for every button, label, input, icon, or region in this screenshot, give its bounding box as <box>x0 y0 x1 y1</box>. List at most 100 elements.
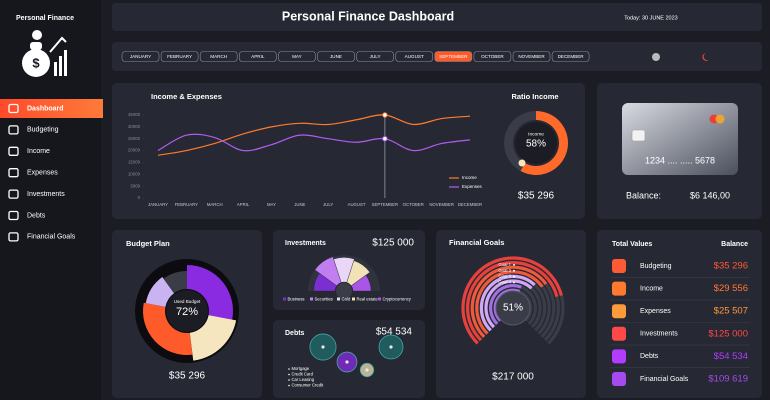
row-icon <box>612 349 626 364</box>
pie-segment <box>163 271 187 294</box>
pie-segment <box>145 277 175 307</box>
month-button[interactable]: OCTOBER <box>473 51 512 62</box>
menu-item[interactable]: Investments <box>8 189 65 199</box>
month-button[interactable]: AUGUST <box>395 51 434 62</box>
menu-item[interactable]: Financial Goals <box>8 232 76 242</box>
goal-label: Goal 4 <box>498 280 511 285</box>
goal-label: Goal 2 <box>498 268 511 273</box>
menu-item[interactable]: Dashboard <box>8 103 64 114</box>
bubble-dot <box>345 360 349 364</box>
menu-label: Debts <box>27 212 46 219</box>
legend-swatch <box>378 297 381 301</box>
balance-label: Balance: <box>626 190 661 200</box>
menu-icon <box>8 232 19 242</box>
chart-amount: $54 534 <box>376 327 413 338</box>
goal-dot <box>513 264 515 266</box>
donut-value <box>520 111 568 175</box>
legend-dot <box>288 368 290 370</box>
row-value: $54 534 <box>714 351 748 362</box>
x-tick-label: APRIL <box>237 202 250 207</box>
polar-sector <box>351 274 372 292</box>
row-value: $29 556 <box>714 283 748 294</box>
chart-title: Financial Goals <box>449 238 504 247</box>
legend-label: Gold <box>342 296 352 301</box>
month-button[interactable]: JANUARY <box>121 51 160 62</box>
month-button[interactable]: NOVEMBER <box>512 51 551 62</box>
legend-dot <box>288 379 290 381</box>
month-label: JANUARY <box>130 54 151 59</box>
menu-label: Dashboard <box>27 105 64 112</box>
header-date: Today: 30 JUNE 2023 <box>624 15 678 21</box>
legend-label: Credit Card <box>292 372 314 377</box>
legend-label: Business <box>288 296 305 301</box>
menu-icon <box>8 189 19 199</box>
series-line <box>157 133 471 152</box>
x-tick-label: JUNE <box>294 202 305 207</box>
menu-label: Income <box>27 148 50 155</box>
month-button-bg <box>551 51 590 62</box>
month-label: FEBRUARY <box>167 54 192 59</box>
month-label: JULY <box>370 54 381 59</box>
menu-item[interactable]: Expenses <box>8 168 58 178</box>
legend-label: Income <box>462 175 477 180</box>
month-button[interactable]: APRIL <box>239 51 277 62</box>
goal-arc <box>461 256 563 345</box>
y-tick-label: 0 <box>138 195 141 200</box>
x-tick-label: MAY <box>267 202 276 207</box>
series-line <box>157 114 471 156</box>
month-button[interactable]: MARCH <box>199 51 238 62</box>
menu-item[interactable]: Debts <box>8 210 46 221</box>
legend-swatch <box>283 297 286 301</box>
chart-title: Budget Plan <box>126 239 170 248</box>
pie-segment <box>189 315 237 361</box>
row-name: Investments <box>640 331 678 338</box>
menu-item[interactable]: Income <box>8 146 50 156</box>
x-tick-label: SEPTEMBER <box>372 202 399 207</box>
pie-label: 72% <box>176 306 198 318</box>
menu-icon <box>8 210 19 221</box>
month-button[interactable]: DECEMBER <box>551 51 590 62</box>
row-name: Expenses <box>640 308 671 315</box>
moon-icon[interactable] <box>702 53 709 61</box>
logo: $ <box>22 30 67 77</box>
row-name: Financial Goals <box>640 376 689 383</box>
totals-panel <box>597 230 762 398</box>
pie-caption: Used Budget <box>174 299 201 304</box>
legend-dot <box>288 384 290 387</box>
month-button[interactable]: JUNE <box>317 51 355 62</box>
bubble-dot <box>389 345 393 349</box>
donut-dot <box>518 159 526 167</box>
month-button-bg <box>317 51 355 62</box>
month-button-bg <box>395 51 434 62</box>
table-header: Balance <box>721 241 748 248</box>
month-button-bg <box>434 51 473 62</box>
x-tick-label: JULY <box>323 202 333 207</box>
row-icon <box>612 281 626 296</box>
theme-icon[interactable] <box>652 53 660 61</box>
svg-text:$: $ <box>32 55 40 70</box>
donut-hole <box>515 122 557 164</box>
month-button[interactable]: SEPTEMBER <box>434 51 473 62</box>
month-button[interactable]: FEBRUARY <box>160 51 199 62</box>
menu-item[interactable]: Budgeting <box>8 125 59 135</box>
menu-label: Investments <box>27 191 65 198</box>
bubble-dot <box>321 345 325 349</box>
menu-icon <box>8 168 19 178</box>
menu-icon <box>8 103 19 114</box>
card-number: 1234 .... ..... 5678 <box>645 155 715 165</box>
goal-hub <box>495 290 531 326</box>
x-tick-label: OCTOBER <box>403 202 424 207</box>
menu: Dashboard Budgeting Income Expenses Investme… <box>8 103 76 242</box>
x-tick-label: AUGUST <box>348 202 366 207</box>
goal-arc <box>466 261 559 342</box>
month-button[interactable]: MAY <box>278 51 316 62</box>
month-button-bg <box>239 51 277 62</box>
y-tick-label: 20000 <box>128 148 141 153</box>
row-icon <box>612 259 626 273</box>
legend-dot <box>288 373 290 376</box>
highlight-point <box>382 112 388 118</box>
chart-title: Investments <box>285 240 326 247</box>
row-name: Budgeting <box>640 263 672 270</box>
month-button[interactable]: JULY <box>356 51 394 62</box>
